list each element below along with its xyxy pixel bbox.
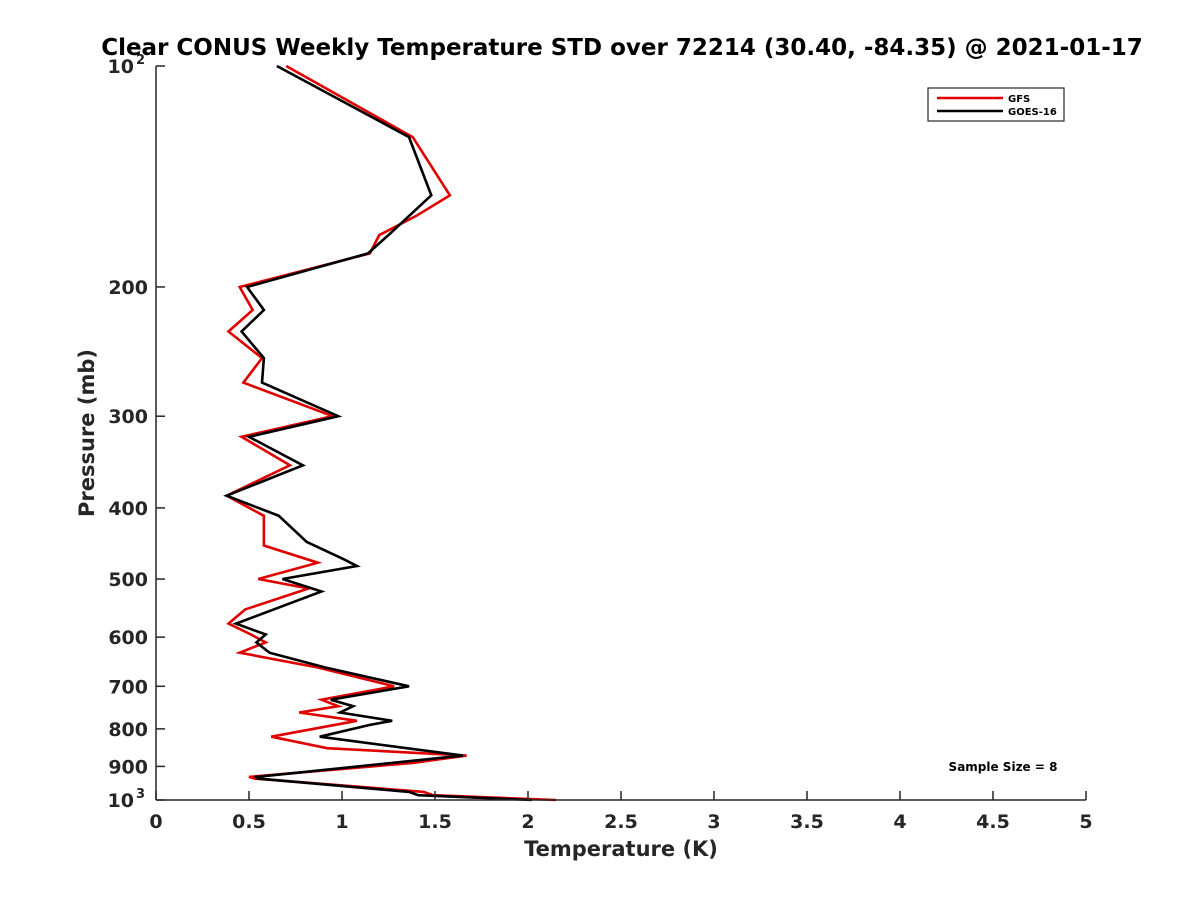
- y-tick-label: 800: [108, 719, 148, 741]
- legend-label-gfs: GFS: [1008, 94, 1030, 105]
- x-tick-label: 1: [335, 811, 348, 833]
- y-tick-label: 700: [108, 676, 148, 698]
- y-tick-label: 10: [108, 790, 134, 812]
- y-tick-label: 400: [108, 498, 148, 520]
- x-tick-label: 2: [521, 811, 534, 833]
- series-line-goes-16: [223, 64, 532, 802]
- x-tick-label: 5: [1079, 811, 1092, 833]
- y-tick-exponent: 2: [136, 53, 145, 68]
- y-tick-label: 500: [108, 569, 148, 591]
- plot-series: [223, 64, 556, 802]
- x-tick-label: 2.5: [604, 811, 638, 833]
- y-tick-label: 10: [108, 56, 134, 78]
- legend: GFS GOES-16: [927, 87, 1065, 122]
- x-tick-label: 0: [149, 811, 162, 833]
- x-tick-label: 3: [707, 811, 720, 833]
- x-axis-label: Temperature (K): [524, 837, 718, 861]
- x-tick-label: 3.5: [790, 811, 824, 833]
- y-tick-exponent: 3: [136, 787, 145, 802]
- legend-label-goes16: GOES-16: [1008, 107, 1057, 118]
- y-axis-label: Pressure (mb): [75, 349, 99, 517]
- sample-size-annotation: Sample Size = 8: [949, 760, 1058, 774]
- y-tick-label: 300: [108, 406, 148, 428]
- y-tick-label: 600: [108, 627, 148, 649]
- y-tick-label: 200: [108, 277, 148, 299]
- x-tick-label: 4: [893, 811, 906, 833]
- x-axis-ticks: 0 0.5 1 1.5 2 2.5 3 3.5 4 4.5 5: [149, 791, 1093, 833]
- y-tick-label: 900: [108, 756, 148, 778]
- series-line-gfs: [223, 64, 556, 802]
- x-tick-label: 1.5: [418, 811, 452, 833]
- x-tick-label: 4.5: [976, 811, 1010, 833]
- x-tick-label: 0.5: [232, 811, 266, 833]
- legend-box: [927, 87, 1065, 122]
- chart-title: Clear CONUS Weekly Temperature STD over …: [101, 35, 1143, 61]
